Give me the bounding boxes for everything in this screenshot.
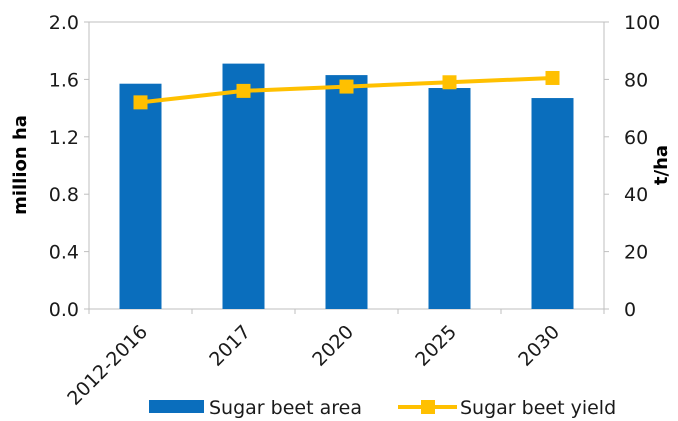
x-tick-label: 2020 <box>308 321 358 371</box>
right-tick-label: 60 <box>624 127 648 149</box>
legend-marker-yield <box>421 400 435 414</box>
left-axis-title: million ha <box>10 115 31 215</box>
x-tick-label: 2012-2016 <box>63 321 152 410</box>
legend-label-yield: Sugar beet yield <box>460 397 616 419</box>
bar-2017 <box>222 63 265 309</box>
legend-swatch-area <box>149 400 204 413</box>
yield-marker-2030 <box>545 70 560 85</box>
right-axis-title: t/ha <box>651 145 672 185</box>
bar-2020 <box>325 75 368 309</box>
right-tick-label: 100 <box>624 12 660 34</box>
left-axis-ticks: 0.0 0.4 0.8 1.2 1.6 2.0 <box>49 12 89 321</box>
bar-2030 <box>531 98 574 310</box>
right-tick-label: 80 <box>624 69 648 91</box>
left-tick-label: 2.0 <box>49 12 79 34</box>
right-tick-label: 40 <box>624 184 648 206</box>
legend: Sugar beet area Sugar beet yield <box>149 397 616 419</box>
right-axis-ticks: 0 20 40 60 80 100 <box>604 12 660 321</box>
yield-marker-2020 <box>339 79 354 94</box>
left-tick-label: 0.8 <box>49 184 79 206</box>
legend-label-area: Sugar beet area <box>209 397 362 419</box>
right-tick-label: 0 <box>624 299 636 321</box>
x-axis-ticks: 2012-2016 2017 2020 2025 2030 <box>63 309 605 410</box>
yield-marker-2017 <box>236 83 251 98</box>
left-tick-label: 1.2 <box>49 127 79 149</box>
x-tick-label: 2017 <box>205 321 255 371</box>
yield-marker-2012-2016 <box>133 95 148 110</box>
left-tick-label: 0.4 <box>49 242 79 264</box>
x-tick-label: 2025 <box>411 321 461 371</box>
yield-marker-2025 <box>442 75 457 90</box>
x-tick-label: 2030 <box>514 321 564 371</box>
line-series <box>133 70 560 110</box>
right-tick-label: 20 <box>624 242 648 264</box>
bar-2025 <box>428 88 471 309</box>
bar-series <box>119 63 574 310</box>
bar-2012-2016 <box>119 83 162 309</box>
left-tick-label: 1.6 <box>49 69 79 91</box>
left-tick-label: 0.0 <box>49 299 79 321</box>
